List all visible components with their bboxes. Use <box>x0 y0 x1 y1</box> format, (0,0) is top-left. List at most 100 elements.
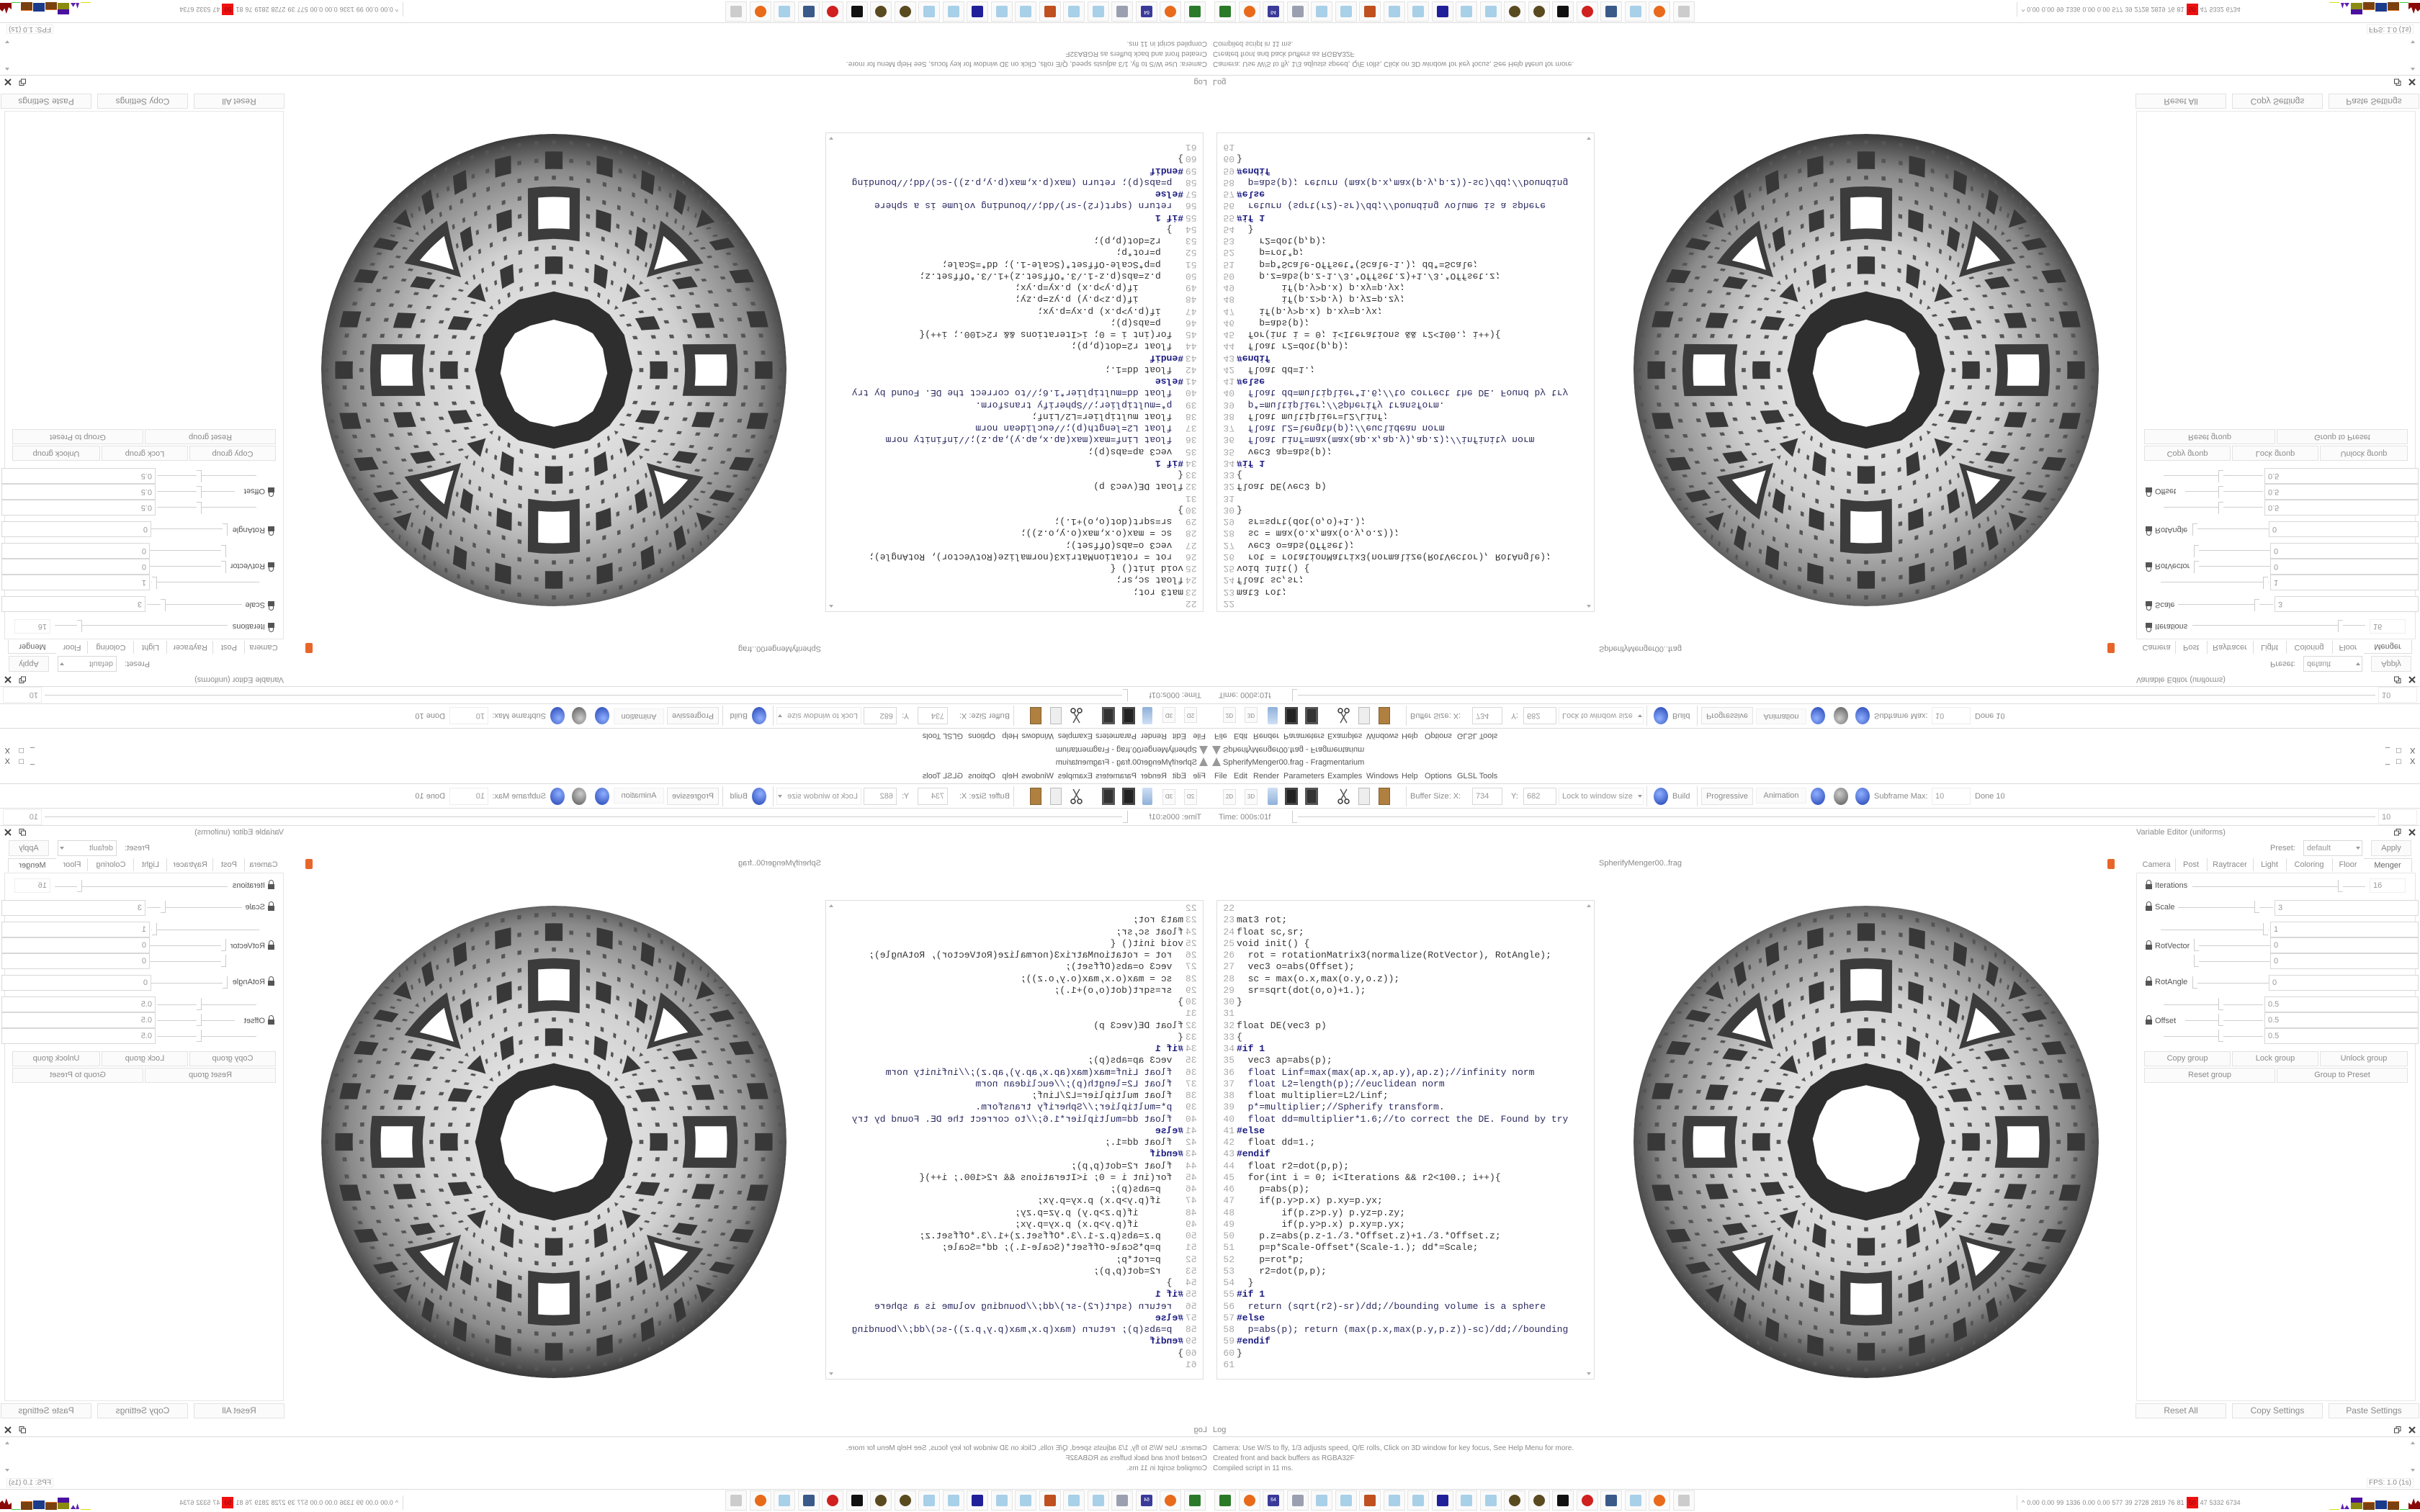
mode-2d-button[interactable]: 2D <box>1184 707 1197 723</box>
offset-y-handle[interactable] <box>2218 486 2223 498</box>
build-icon[interactable] <box>1654 788 1668 805</box>
copy-group-button[interactable]: Copy group <box>2144 446 2231 461</box>
time-slider[interactable] <box>1298 816 2375 817</box>
offset-y-slider[interactable] <box>157 491 235 492</box>
offset-z-slider[interactable] <box>2164 1036 2263 1037</box>
paste-settings-button[interactable]: Paste Settings <box>2329 1403 2419 1418</box>
rewind-icon[interactable] <box>595 707 609 724</box>
rotangle-input[interactable]: 0 <box>1 521 151 537</box>
device-icon[interactable] <box>1184 1490 1206 1511</box>
play-icon[interactable] <box>572 707 586 724</box>
rotangle-slider-handle[interactable] <box>223 976 228 989</box>
buffer-y-input[interactable]: 682 <box>1523 707 1556 724</box>
menu-render[interactable]: Render <box>1253 732 1280 740</box>
time-slider-handle[interactable] <box>1123 811 1128 823</box>
save-icon[interactable] <box>1122 707 1135 724</box>
rotvector-y-input[interactable]: 0 <box>1 937 150 953</box>
preset-select[interactable]: default <box>58 656 117 672</box>
offset-x-input[interactable]: 0.5 <box>1 500 156 516</box>
notepad-icon[interactable] <box>1335 1490 1357 1511</box>
lock-icon[interactable] <box>269 622 274 629</box>
notepad-icon[interactable] <box>943 1 964 22</box>
tab-menger[interactable]: Menger <box>8 640 56 654</box>
offset-y-handle[interactable] <box>197 1014 202 1026</box>
rotangle-input[interactable]: 0 <box>2269 975 2419 991</box>
stop-icon[interactable] <box>1855 788 1870 805</box>
group-to-preset-button[interactable]: Group to Preset <box>12 1068 143 1083</box>
rotvector-z-slider[interactable] <box>2198 550 2270 551</box>
menu-edit[interactable]: Edit <box>1234 732 1247 740</box>
play-icon[interactable] <box>1834 788 1848 805</box>
rotvector-y-handle[interactable] <box>221 561 226 573</box>
close-button[interactable]: X <box>4 757 10 766</box>
tab-coloring[interactable]: Coloring <box>87 858 134 871</box>
menu-render[interactable]: Render <box>1253 772 1280 780</box>
menu-help[interactable]: Help <box>1402 772 1418 780</box>
offset-y-input[interactable]: 0.5 <box>2264 1012 2419 1028</box>
float-icon[interactable] <box>2394 829 2401 836</box>
rotvector-z-handle[interactable] <box>2194 545 2199 557</box>
cut-icon[interactable] <box>1069 788 1083 805</box>
minimize-button[interactable]: _ <box>30 747 35 755</box>
rotangle-input[interactable]: 0 <box>2269 521 2419 537</box>
paste-icon[interactable] <box>1030 707 1041 724</box>
coin-icon[interactable] <box>870 1490 892 1511</box>
scroll-icon[interactable] <box>1111 1490 1134 1511</box>
subframe-max-input[interactable]: 10 <box>449 788 488 805</box>
buffer-x-input[interactable]: 734 <box>918 788 948 805</box>
rotangle-input[interactable]: 0 <box>1 975 151 991</box>
firefox-icon[interactable] <box>750 1 771 22</box>
offset-x-handle[interactable] <box>2218 502 2223 514</box>
notepad-icon[interactable] <box>774 1 796 22</box>
offset-z-input[interactable]: 0.5 <box>2264 1028 2419 1044</box>
tab-floor[interactable]: Floor <box>55 858 88 871</box>
fragmentarium-icon[interactable] <box>725 1 748 22</box>
save-as-icon[interactable] <box>1102 707 1115 724</box>
rotvector-z-slider[interactable] <box>150 550 222 551</box>
device-icon[interactable] <box>1184 1 1206 22</box>
mode-2d-button[interactable]: 2D <box>1223 789 1236 805</box>
tab-post[interactable]: Post <box>212 641 245 654</box>
scroll-icon[interactable] <box>1111 1 1134 22</box>
rotvector-x-input[interactable]: 1 <box>1 575 150 590</box>
float-icon[interactable] <box>2394 1426 2401 1434</box>
open-icon[interactable] <box>1268 707 1278 724</box>
save-icon[interactable] <box>1285 788 1298 805</box>
build-icon[interactable] <box>1654 707 1668 724</box>
menu-glsl-tools[interactable]: GLSL Tools <box>1457 772 1498 780</box>
rotvector-z-handle[interactable] <box>2194 955 2199 967</box>
device-icon[interactable] <box>1214 1490 1236 1511</box>
menu-help[interactable]: Help <box>1002 732 1018 740</box>
menu-file[interactable]: File <box>1214 732 1227 740</box>
floppy-64-icon[interactable]: 64 <box>1263 1 1284 22</box>
wolf-icon[interactable] <box>846 1 868 22</box>
lock-icon[interactable] <box>2146 880 2152 890</box>
scroll-down-icon[interactable] <box>2411 40 2415 43</box>
offset-x-slider[interactable] <box>2164 1004 2263 1005</box>
iterations-spinbox[interactable]: 16 <box>14 619 50 634</box>
menu-options[interactable]: Options <box>968 732 995 740</box>
paste-settings-button[interactable]: Paste Settings <box>2329 94 2419 109</box>
menu-render[interactable]: Render <box>1140 772 1167 780</box>
menu-windows[interactable]: Windows <box>1366 732 1399 740</box>
scroll-up-icon[interactable] <box>5 1441 9 1444</box>
open-icon[interactable] <box>1268 788 1278 805</box>
lock-icon[interactable] <box>2146 487 2151 494</box>
tab-camera[interactable]: Camera <box>244 641 282 654</box>
lock-icon[interactable] <box>269 883 274 890</box>
paste-settings-button[interactable]: Paste Settings <box>1 94 91 109</box>
menu-examples[interactable]: Examples <box>1057 772 1093 780</box>
firefox-icon[interactable] <box>1160 1 1182 22</box>
notepad-icon[interactable] <box>1015 1490 1037 1511</box>
group-to-preset-button[interactable]: Group to Preset <box>12 429 143 444</box>
time-frame-spinbox[interactable]: 10 <box>2378 687 2417 703</box>
rotvector-x-input[interactable]: 1 <box>2270 575 2419 590</box>
coin-icon[interactable] <box>1504 1 1525 22</box>
rotangle-slider-handle[interactable] <box>223 523 228 536</box>
iterations-slider-handle[interactable] <box>77 880 82 892</box>
paste-settings-button[interactable]: Paste Settings <box>1 1403 91 1418</box>
scroll-up-icon[interactable] <box>2411 68 2415 71</box>
animation-button[interactable]: Animation <box>614 788 664 804</box>
close-tab-icon[interactable] <box>2107 643 2115 653</box>
